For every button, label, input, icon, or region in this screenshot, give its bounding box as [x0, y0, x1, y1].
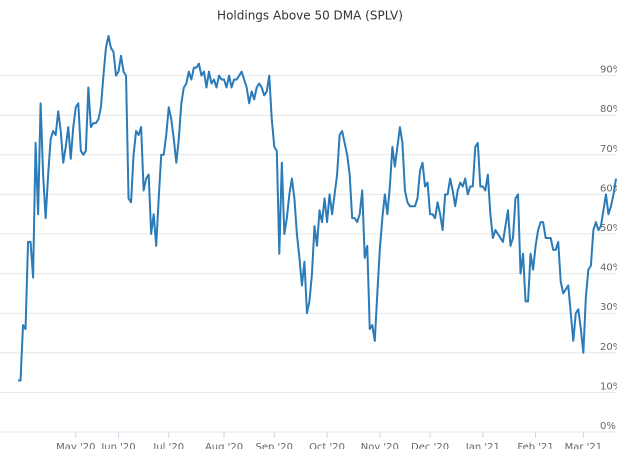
y-tick-label: 30% [600, 302, 617, 313]
y-tick-label: 70% [600, 144, 617, 155]
x-tick-label: Aug '20 [205, 442, 243, 449]
data-line [18, 35, 617, 382]
x-tick-label: Feb '21 [517, 442, 553, 449]
x-tick-label: Jan '21 [465, 442, 500, 449]
x-tick-label: Nov '20 [361, 442, 399, 449]
x-tick-label: Jul '20 [152, 442, 184, 449]
y-tick-label: 50% [600, 223, 617, 234]
x-tick-label: Dec '20 [411, 442, 449, 449]
y-tick-label: 40% [600, 263, 617, 274]
x-tick-label: Sep '20 [256, 442, 294, 449]
x-tick-label: Jun '20 [100, 442, 135, 449]
y-tick-label: 10% [600, 381, 617, 392]
y-tick-label: 20% [600, 342, 617, 353]
y-tick-label: 0% [600, 421, 616, 432]
y-tick-label: 90% [600, 65, 617, 76]
y-tick-label: 60% [600, 183, 617, 194]
x-tick-label: Mar '21 [565, 442, 603, 449]
x-tick-label: Oct '20 [309, 442, 345, 449]
chart-title: Holdings Above 50 DMA (SPLV) [217, 9, 403, 23]
y-tick-label: 80% [600, 104, 617, 115]
x-tick-label: May '20 [56, 442, 95, 449]
